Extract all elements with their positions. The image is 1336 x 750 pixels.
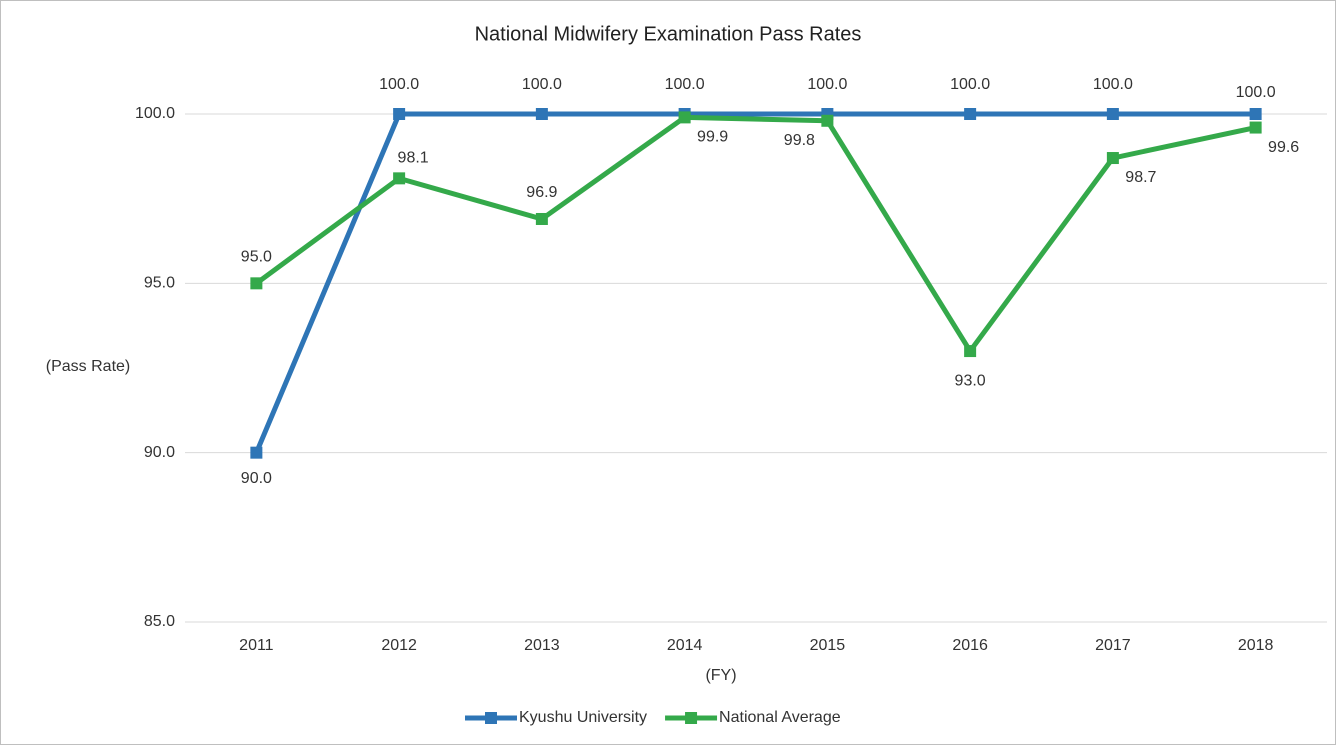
- legend-swatch-marker: [685, 712, 698, 724]
- data-label: 99.8: [784, 132, 815, 149]
- x-tick-label: 2018: [1238, 637, 1274, 654]
- point-marker: [821, 114, 834, 127]
- chart-title: National Midwifery Examination Pass Rate…: [475, 23, 862, 45]
- data-label: 99.6: [1268, 139, 1299, 156]
- point-marker: [250, 446, 263, 459]
- point-marker: [678, 111, 691, 124]
- point-marker: [535, 212, 548, 225]
- y-tick-label: 95.0: [144, 275, 175, 292]
- data-label: 96.9: [526, 184, 557, 201]
- point-marker: [250, 277, 263, 290]
- legend-swatch-marker: [485, 712, 497, 724]
- data-label: 98.7: [1125, 169, 1156, 186]
- y-tick-label: 100.0: [135, 105, 175, 122]
- x-tick-label: 2015: [810, 637, 846, 654]
- data-label: 90.0: [241, 470, 272, 487]
- point-marker: [1249, 121, 1262, 134]
- x-tick-label: 2017: [1095, 637, 1131, 654]
- point-marker: [1106, 108, 1119, 120]
- legend: Kyushu University National Average: [465, 709, 841, 726]
- y-tick-label: 90.0: [144, 444, 175, 461]
- data-label: 100.0: [522, 76, 562, 93]
- series-line: [254, 114, 1257, 354]
- data-label: 98.1: [398, 150, 429, 167]
- data-label: 100.0: [1236, 84, 1276, 101]
- series-line: [254, 111, 1256, 454]
- data-label: 93.0: [955, 372, 986, 389]
- data-label: 100.0: [379, 76, 419, 93]
- point-marker: [1106, 152, 1119, 165]
- data-label: 95.0: [241, 249, 272, 266]
- data-label: 99.9: [697, 129, 728, 146]
- y-axis-label: (Pass Rate): [46, 358, 130, 375]
- point-marker: [1249, 108, 1262, 120]
- x-tick-label: 2016: [952, 637, 988, 654]
- x-tick-label: 2013: [524, 637, 560, 654]
- point-marker: [535, 108, 548, 120]
- point-marker: [393, 108, 406, 120]
- data-label: 100.0: [807, 76, 847, 93]
- x-tick-label: 2011: [239, 637, 274, 654]
- point-marker: [393, 172, 406, 185]
- data-label: 100.0: [665, 76, 705, 93]
- x-tick-label: 2014: [667, 637, 703, 654]
- point-marker: [964, 108, 977, 120]
- legend-label: Kyushu University: [519, 709, 647, 726]
- y-tick-label: 85.0: [144, 613, 175, 630]
- data-label: 100.0: [950, 76, 990, 93]
- legend-label: National Average: [719, 709, 841, 726]
- x-axis-label: (FY): [705, 667, 736, 684]
- data-label: 100.0: [1093, 76, 1133, 93]
- x-tick-label: 2012: [381, 637, 417, 654]
- point-marker: [964, 345, 977, 358]
